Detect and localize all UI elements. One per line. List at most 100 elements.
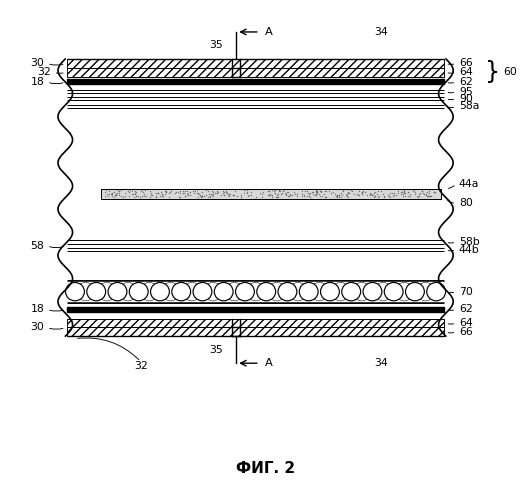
Point — [366, 188, 375, 196]
Point — [176, 190, 184, 198]
Point — [308, 188, 317, 196]
Point — [181, 186, 190, 194]
Point — [418, 187, 426, 195]
Ellipse shape — [289, 282, 307, 301]
Point — [367, 190, 376, 198]
Point — [336, 192, 345, 200]
Point — [277, 190, 285, 198]
Point — [315, 188, 324, 196]
Point — [370, 188, 379, 196]
Point — [394, 190, 402, 198]
Point — [397, 190, 405, 198]
Point — [137, 186, 146, 194]
Point — [400, 186, 408, 194]
Point — [214, 188, 222, 196]
Point — [171, 190, 179, 198]
Point — [278, 190, 286, 198]
Point — [378, 190, 387, 198]
Point — [148, 191, 156, 199]
Ellipse shape — [268, 282, 286, 301]
Point — [258, 190, 267, 198]
Point — [418, 187, 427, 195]
Point — [114, 189, 123, 197]
Point — [240, 186, 248, 194]
Point — [268, 190, 276, 198]
Point — [223, 189, 231, 197]
Ellipse shape — [236, 282, 254, 301]
Point — [297, 190, 306, 198]
Point — [400, 188, 409, 196]
Point — [335, 193, 343, 201]
Point — [246, 190, 255, 198]
Ellipse shape — [140, 282, 159, 301]
Point — [182, 187, 191, 195]
Point — [263, 188, 272, 196]
Point — [179, 189, 187, 197]
Point — [366, 192, 375, 200]
Point — [337, 189, 345, 197]
Point — [394, 187, 402, 195]
Point — [332, 190, 341, 198]
Point — [190, 189, 198, 197]
Point — [370, 189, 379, 197]
Ellipse shape — [193, 282, 212, 301]
Text: 66: 66 — [459, 327, 472, 337]
Point — [333, 192, 342, 200]
Point — [176, 188, 184, 196]
Point — [384, 190, 393, 198]
Text: 60: 60 — [503, 66, 517, 76]
Point — [139, 192, 148, 200]
Text: 30: 30 — [30, 322, 44, 332]
Point — [213, 189, 221, 197]
Point — [117, 192, 125, 200]
FancyBboxPatch shape — [67, 328, 444, 336]
Point — [104, 192, 113, 200]
Point — [202, 191, 210, 199]
Text: 58: 58 — [31, 241, 44, 251]
Ellipse shape — [384, 282, 403, 301]
Point — [114, 187, 123, 195]
Point — [162, 188, 170, 196]
Point — [153, 189, 162, 197]
Point — [392, 190, 400, 198]
Text: 70: 70 — [459, 286, 473, 296]
Point — [152, 188, 160, 196]
Point — [304, 189, 312, 197]
Point — [132, 192, 140, 200]
Text: A: A — [265, 358, 273, 368]
Point — [112, 191, 120, 199]
Point — [297, 192, 306, 200]
Text: 18: 18 — [31, 77, 44, 87]
Point — [186, 188, 194, 196]
Point — [106, 190, 115, 198]
FancyBboxPatch shape — [67, 318, 444, 328]
Point — [320, 190, 328, 198]
Point — [188, 187, 197, 195]
Point — [290, 190, 299, 198]
Point — [293, 190, 301, 198]
Text: 90: 90 — [459, 94, 473, 104]
Point — [419, 190, 428, 198]
Ellipse shape — [129, 282, 148, 301]
Point — [174, 193, 183, 201]
Text: 30: 30 — [30, 58, 44, 68]
Ellipse shape — [182, 282, 201, 301]
Point — [198, 188, 206, 196]
Point — [280, 189, 289, 197]
Point — [179, 186, 188, 194]
Point — [422, 192, 431, 200]
Point — [136, 192, 144, 200]
Point — [400, 188, 408, 196]
Point — [303, 192, 312, 200]
Point — [272, 193, 280, 201]
Point — [221, 186, 230, 194]
Ellipse shape — [331, 282, 350, 301]
Point — [194, 188, 202, 196]
Point — [220, 190, 228, 198]
Point — [314, 190, 323, 198]
Point — [113, 190, 121, 198]
Point — [225, 192, 234, 200]
Point — [286, 190, 295, 198]
Point — [422, 192, 430, 200]
Point — [160, 186, 169, 194]
